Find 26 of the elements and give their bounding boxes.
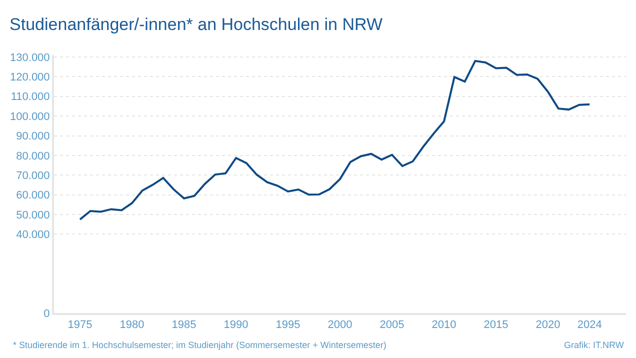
y-tick-label: 50.000 (16, 209, 50, 222)
x-tick-label: 1985 (172, 319, 196, 332)
x-tick-label: 2000 (328, 319, 352, 332)
x-tick-label: 2010 (432, 319, 456, 332)
y-tick-label: 100.000 (10, 110, 50, 123)
y-tick-label: 0 (44, 308, 50, 320)
text: * Studierende im 1. Hochschulsemester; im Studienjahr (Sommersemester + Wintersemester) (13, 340, 386, 350)
x-tick-label: 2024 (577, 319, 602, 332)
y-tick-label: 90.000 (16, 130, 50, 143)
x-tick-label: 1980 (120, 319, 144, 332)
y-tick-label: 110.000 (10, 91, 50, 104)
y-tick-label: 70.000 (16, 170, 50, 182)
text: Grafik: IT.NRW (564, 340, 624, 350)
chart-title: Studienanfänger/-innen* an Hochschulen in NRW (10, 14, 383, 34)
line-series (79, 60, 591, 220)
y-tick-label: 120.000 (10, 72, 50, 84)
y-tick-label: 130.000 (10, 52, 50, 64)
x-tick-label: 2020 (536, 319, 560, 332)
x-tick-label: 1995 (276, 319, 300, 332)
x-tick-label: 1990 (224, 319, 248, 332)
y-tick-label: 60.000 (16, 190, 50, 202)
x-tick-label: 2005 (380, 319, 404, 332)
y-tick-label: 40.000 (16, 229, 50, 242)
y-tick-label: 80.000 (16, 150, 50, 162)
x-tick-label: 1975 (68, 319, 92, 332)
x-tick-label: 2015 (484, 319, 508, 332)
